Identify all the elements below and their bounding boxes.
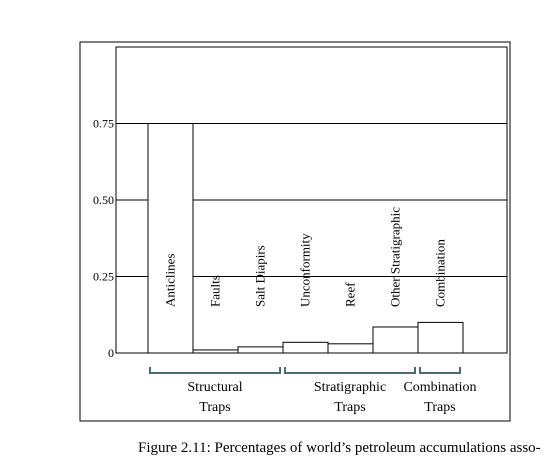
y-axis-ticks: 0 0.25 0.50 0.75 bbox=[93, 117, 114, 361]
category-label: Anticlines bbox=[163, 254, 178, 307]
y-tick-label: 0.75 bbox=[93, 117, 114, 131]
bar bbox=[372, 326, 419, 354]
group-label: Structural bbox=[187, 380, 242, 395]
category-label: Reef bbox=[343, 282, 358, 307]
bar bbox=[327, 343, 374, 354]
group-label: Traps bbox=[199, 400, 230, 415]
group-bracket bbox=[419, 367, 461, 374]
group-label: Traps bbox=[424, 400, 455, 415]
group-bracket bbox=[149, 367, 281, 374]
bar bbox=[147, 123, 194, 354]
bar bbox=[237, 346, 284, 354]
group-label: Combination bbox=[403, 380, 476, 395]
y-tick-label: 0.25 bbox=[93, 270, 114, 284]
group-label: Stratigraphic bbox=[314, 380, 386, 395]
bar bbox=[282, 341, 329, 354]
figure-frame bbox=[79, 41, 511, 422]
figure-caption: Figure 2.11: Percentages of world’s petr… bbox=[138, 440, 541, 456]
group-label: Traps bbox=[334, 400, 365, 415]
category-label: Other Stratigraphic bbox=[388, 207, 403, 307]
y-tick-label: 0.50 bbox=[93, 193, 114, 207]
category-label: Salt Diapirs bbox=[253, 245, 268, 307]
category-label: Faults bbox=[208, 275, 223, 307]
group-brackets: Structural Traps Stratigraphic Traps Combina… bbox=[149, 367, 477, 415]
category-label: Unconformity bbox=[298, 233, 313, 307]
group-bracket bbox=[284, 367, 416, 374]
plot-area bbox=[115, 46, 508, 354]
category-label: Combination bbox=[433, 239, 448, 307]
y-tick-label: 0 bbox=[108, 346, 114, 360]
category-labels: Anticlines Faults Salt Diapirs Unconformity… bbox=[163, 207, 448, 307]
bars bbox=[147, 123, 464, 354]
bar bbox=[417, 321, 464, 354]
